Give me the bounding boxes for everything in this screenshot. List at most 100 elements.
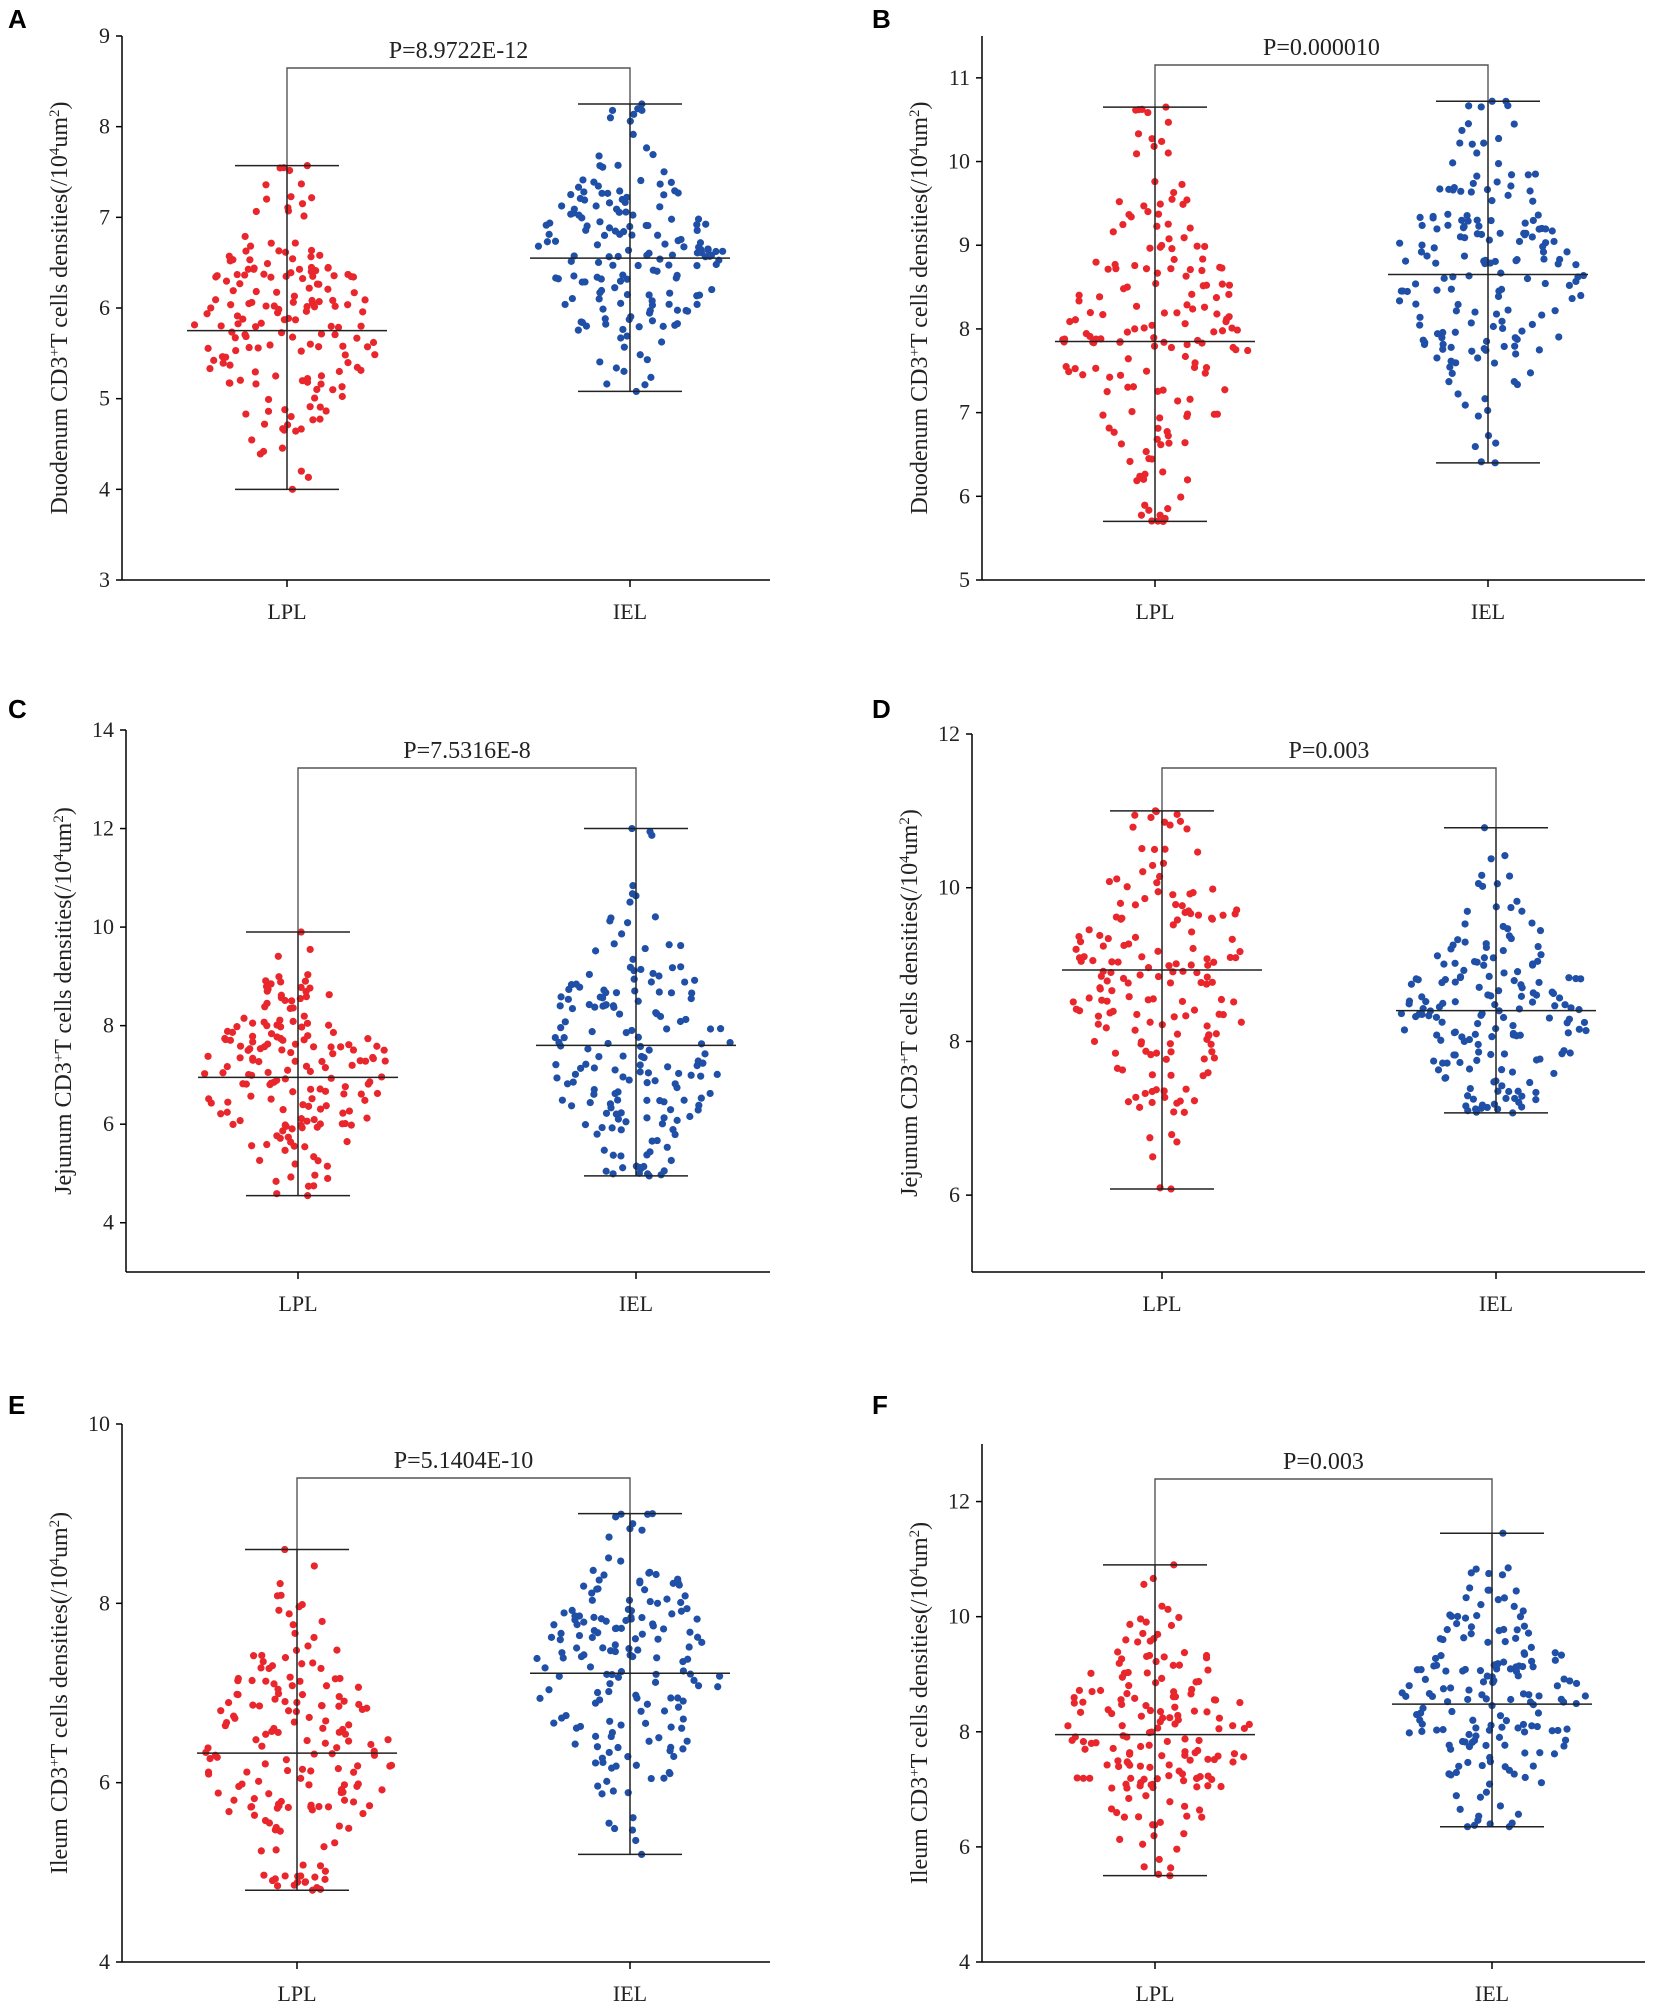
data-point bbox=[594, 1629, 602, 1637]
data-point bbox=[1445, 1741, 1453, 1749]
data-point bbox=[632, 1836, 640, 1845]
data-point bbox=[1512, 1587, 1520, 1595]
data-point bbox=[594, 182, 602, 190]
data-point bbox=[614, 1673, 623, 1681]
data-point bbox=[272, 1846, 280, 1854]
data-point bbox=[273, 1076, 281, 1084]
data-point bbox=[638, 1613, 646, 1622]
data-point bbox=[1229, 1722, 1237, 1730]
data-point bbox=[334, 1765, 342, 1773]
data-point bbox=[614, 1096, 622, 1104]
data-point bbox=[1142, 1047, 1150, 1055]
data-point bbox=[1148, 1728, 1156, 1736]
data-point bbox=[307, 246, 316, 255]
data-point bbox=[611, 1090, 619, 1098]
data-point bbox=[340, 1796, 349, 1804]
data-point bbox=[667, 1694, 675, 1702]
data-point bbox=[654, 1635, 662, 1643]
data-point bbox=[1173, 1845, 1181, 1853]
data-point bbox=[564, 995, 572, 1003]
data-point bbox=[611, 1824, 619, 1833]
data-point bbox=[1158, 137, 1166, 146]
y-axis-title-superscript: + bbox=[907, 1768, 923, 1776]
data-point bbox=[663, 1025, 671, 1033]
data-point bbox=[1154, 1630, 1162, 1638]
data-point bbox=[278, 1046, 286, 1054]
data-point bbox=[674, 1694, 682, 1702]
data-point bbox=[225, 252, 233, 260]
data-point bbox=[1183, 825, 1191, 833]
data-point bbox=[1129, 383, 1138, 391]
data-point bbox=[571, 1070, 580, 1078]
data-point bbox=[1139, 1840, 1147, 1848]
data-point bbox=[661, 240, 669, 248]
data-point bbox=[1114, 1757, 1122, 1765]
data-point bbox=[305, 1713, 313, 1722]
data-point bbox=[1486, 1758, 1495, 1766]
data-point bbox=[212, 296, 220, 304]
data-point bbox=[344, 359, 352, 367]
data-point bbox=[1075, 291, 1083, 299]
data-point bbox=[1515, 1005, 1523, 1013]
data-point bbox=[617, 1152, 625, 1160]
data-point bbox=[599, 1644, 607, 1652]
data-point bbox=[335, 367, 343, 376]
data-point bbox=[1158, 1752, 1166, 1760]
data-point bbox=[1086, 332, 1094, 341]
data-point bbox=[617, 1557, 625, 1565]
y-tick-label: 10 bbox=[92, 914, 114, 939]
data-point bbox=[1167, 1048, 1175, 1056]
data-point bbox=[299, 1861, 307, 1869]
data-point bbox=[1508, 1819, 1516, 1827]
y-tick-label: 12 bbox=[938, 721, 960, 746]
data-point bbox=[361, 1057, 370, 1065]
data-point bbox=[350, 1768, 358, 1776]
data-point bbox=[631, 1635, 640, 1643]
data-point bbox=[1417, 248, 1426, 256]
data-point bbox=[1186, 395, 1194, 403]
data-point bbox=[1467, 188, 1475, 196]
data-point bbox=[567, 1102, 576, 1110]
data-point bbox=[674, 1703, 683, 1711]
data-point bbox=[273, 1882, 282, 1890]
data-point bbox=[313, 1884, 321, 1892]
data-point bbox=[1518, 907, 1526, 915]
data-point bbox=[1566, 1677, 1574, 1685]
data-point bbox=[654, 231, 662, 239]
data-point bbox=[1118, 1655, 1126, 1663]
data-point bbox=[635, 1169, 643, 1177]
data-point bbox=[1528, 998, 1537, 1006]
data-point bbox=[1447, 1612, 1456, 1620]
data-point bbox=[656, 180, 664, 188]
data-point bbox=[1071, 365, 1079, 373]
data-point bbox=[1225, 313, 1233, 321]
data-point bbox=[1237, 1018, 1245, 1026]
data-point bbox=[1156, 200, 1164, 208]
data-point bbox=[1088, 1687, 1096, 1696]
data-point bbox=[557, 993, 565, 1001]
data-point bbox=[1461, 938, 1469, 946]
data-point bbox=[616, 230, 624, 238]
data-point bbox=[1154, 1724, 1162, 1732]
data-point bbox=[1494, 292, 1503, 301]
data-point bbox=[626, 898, 634, 906]
data-point bbox=[262, 181, 270, 189]
data-point bbox=[1213, 410, 1221, 418]
data-point bbox=[656, 1012, 665, 1021]
data-point bbox=[226, 361, 234, 369]
data-point bbox=[697, 1072, 705, 1080]
data-point bbox=[1554, 1726, 1562, 1735]
data-point bbox=[353, 334, 361, 342]
data-point bbox=[1128, 408, 1136, 416]
data-point bbox=[1529, 197, 1537, 205]
data-point bbox=[1173, 1030, 1182, 1038]
data-point bbox=[1510, 1770, 1518, 1778]
data-point bbox=[255, 1702, 264, 1710]
data-point bbox=[1439, 999, 1447, 1007]
data-point bbox=[613, 205, 621, 213]
data-point bbox=[1150, 845, 1159, 854]
data-point bbox=[670, 1752, 678, 1761]
data-point bbox=[308, 296, 316, 305]
data-point bbox=[1561, 1736, 1570, 1744]
